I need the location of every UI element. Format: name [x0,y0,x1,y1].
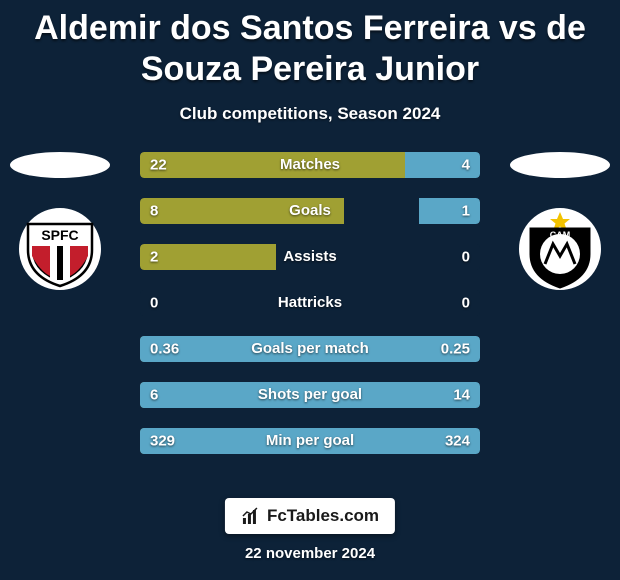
stat-row: 20Assists [140,244,480,270]
comparison-subtitle: Club competitions, Season 2024 [0,104,620,124]
club-crest-right: CAM [510,206,610,292]
stat-row: 614Shots per goal [140,382,480,408]
svg-text:CAM: CAM [550,230,571,240]
footer-date: 22 november 2024 [245,545,375,562]
chart-icon [241,506,261,526]
player-ellipse-left [10,152,110,178]
stat-label: Goals [140,202,480,219]
svg-text:SPFC: SPFC [41,227,78,243]
comparison-title: Aldemir dos Santos Ferreira vs de Souza … [0,0,620,90]
stat-bars: 224Matches 81Goals 20Assists 00Hattricks 0.3… [140,152,480,474]
stat-label: Shots per goal [140,386,480,403]
stat-label: Assists [140,248,480,265]
stat-row: 329324Min per goal [140,428,480,454]
club-crest-left: SPFC [10,206,110,292]
stat-label: Matches [140,156,480,173]
brand-text: FcTables.com [267,506,379,526]
player-ellipse-right [510,152,610,178]
stat-row: 00Hattricks [140,290,480,316]
stat-label: Min per goal [140,432,480,449]
stat-label: Hattricks [140,294,480,311]
stats-area: SPFC CAM 224Matches 81Goals 20Assists 00Hat… [0,152,620,472]
brand-badge: FcTables.com [225,498,395,534]
stat-label: Goals per match [140,340,480,357]
stat-row: 224Matches [140,152,480,178]
stat-row: 81Goals [140,198,480,224]
stat-row: 0.360.25Goals per match [140,336,480,362]
